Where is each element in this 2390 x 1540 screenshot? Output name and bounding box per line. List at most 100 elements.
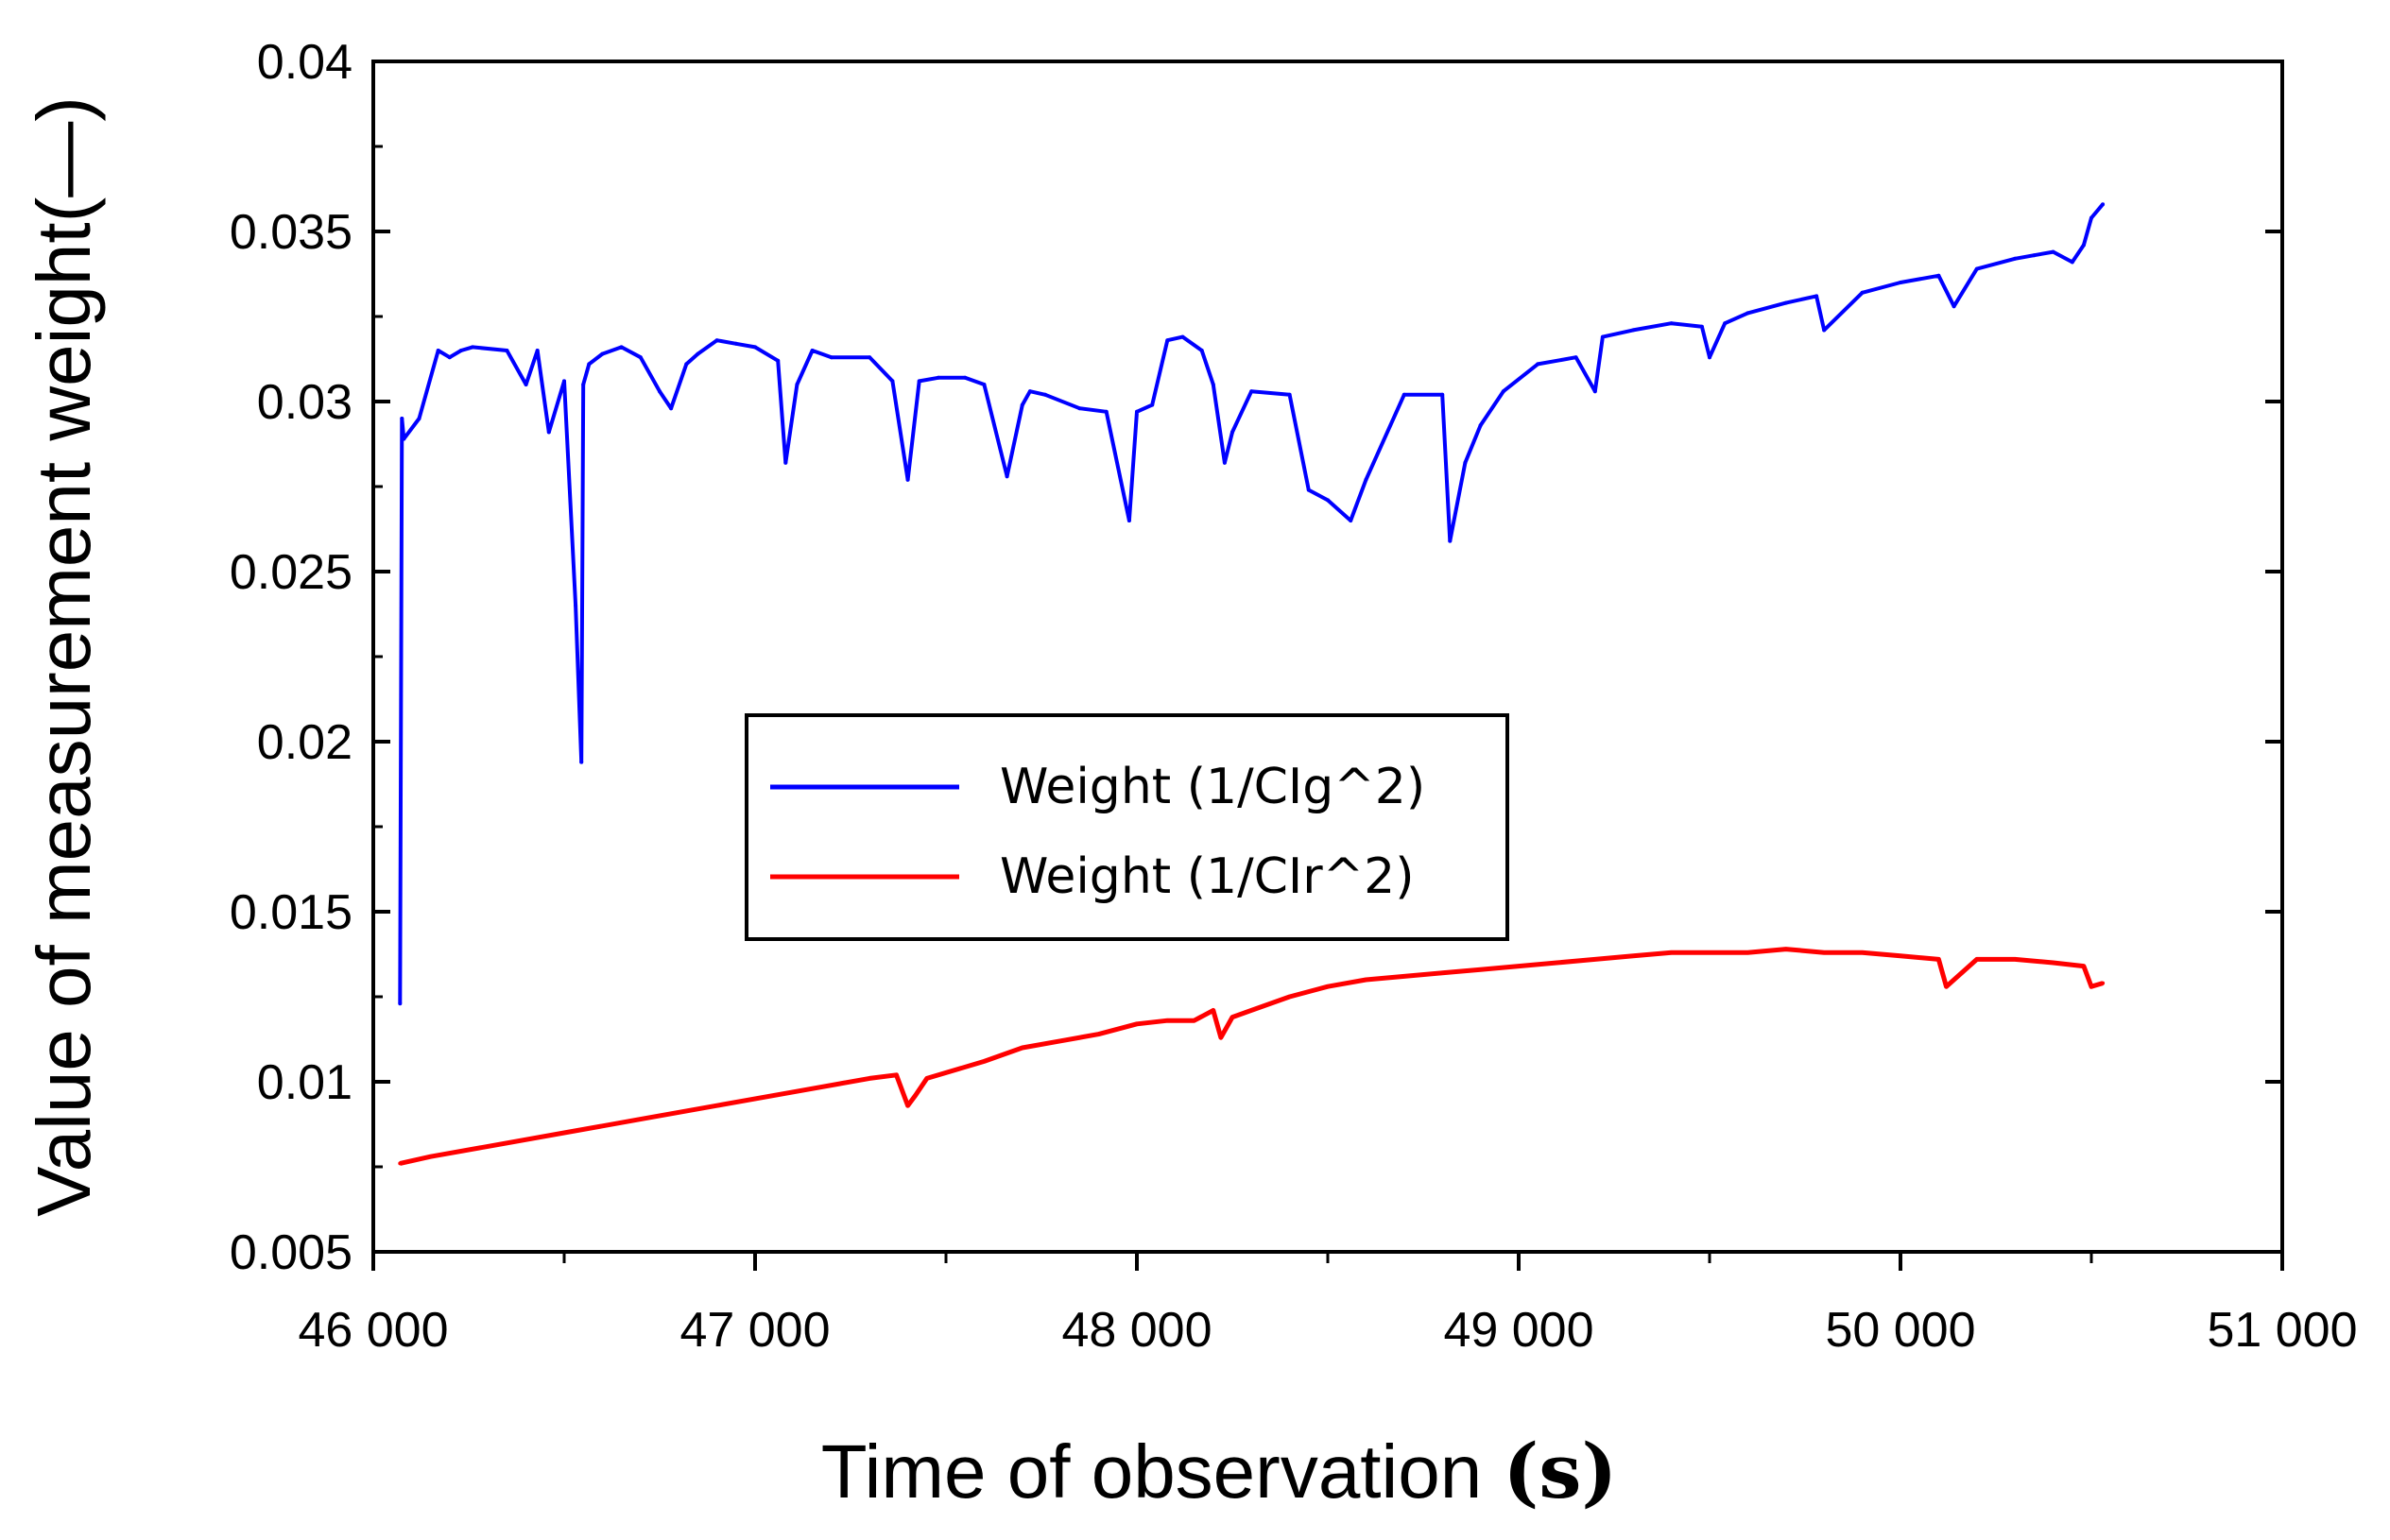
data-point-red <box>1936 957 1941 962</box>
data-point-blue <box>1899 281 1902 284</box>
data-point-red <box>398 1161 403 1166</box>
x-axis-title-unit: (s) <box>1504 1427 1618 1515</box>
data-point-blue <box>1349 519 1353 522</box>
data-point-blue <box>2013 256 2018 261</box>
data-point-blue <box>795 383 800 386</box>
x-axis: 46 000 47 000 48 000 49 000 50 000 51 000 <box>298 1252 2358 1358</box>
data-point-blue <box>1222 460 1227 465</box>
data-point-blue <box>1699 324 1704 329</box>
data-point-red <box>982 1059 987 1064</box>
data-point-blue <box>733 341 738 346</box>
data-point-blue <box>1631 328 1636 333</box>
data-point-red <box>428 1155 433 1159</box>
y-tick-label: 0.04 <box>257 35 352 90</box>
data-point-blue <box>400 417 404 420</box>
data-point-blue <box>458 349 463 352</box>
x-tick-label: 50 000 <box>1825 1303 1975 1358</box>
data-point-red <box>1249 1008 1254 1013</box>
data-point-red <box>1860 950 1865 955</box>
data-point-blue <box>1952 304 1956 309</box>
data-point-red <box>1592 957 1597 962</box>
data-point-blue <box>1723 321 1728 326</box>
data-point-red <box>1517 964 1521 968</box>
data-point-red <box>1440 970 1445 975</box>
data-point-red <box>1165 1018 1170 1023</box>
data-point-red <box>1096 1032 1101 1036</box>
data-point-blue <box>1936 273 1941 278</box>
legend-label-red: Weight (1/CIr^2) <box>1000 848 1415 905</box>
data-point-blue <box>1249 389 1254 394</box>
y-tick-label: 0.005 <box>230 1225 352 1280</box>
data-point-red <box>1364 978 1368 982</box>
data-point-blue <box>2032 253 2037 258</box>
y-tick-label: 0.03 <box>257 375 352 430</box>
data-point-red <box>2081 964 2086 968</box>
data-point-blue <box>436 349 440 352</box>
data-point-blue <box>917 379 921 384</box>
data-point-blue <box>776 358 781 363</box>
data-point-blue <box>982 383 987 386</box>
data-point-blue <box>2070 260 2074 265</box>
data-point-blue <box>829 355 834 360</box>
data-point-blue <box>535 349 540 352</box>
data-point-red <box>1218 1035 1223 1040</box>
data-point-blue <box>2089 215 2093 220</box>
data-point-red <box>562 1131 566 1135</box>
data-point-blue <box>579 760 584 764</box>
data-point-red <box>714 1104 719 1108</box>
data-point-red <box>913 1093 918 1098</box>
data-point-blue <box>1783 300 1788 305</box>
data-point-red <box>1401 974 1406 979</box>
data-point-blue <box>1401 392 1406 397</box>
data-point-blue <box>658 389 662 394</box>
data-point-blue <box>1478 423 1483 428</box>
data-point-red <box>1745 950 1750 955</box>
data-point-red <box>2101 981 2106 985</box>
data-point-blue <box>2101 202 2106 207</box>
x-axis-title: Time of observation (s) <box>821 1427 1618 1515</box>
data-point-blue <box>1448 539 1453 543</box>
data-point-blue <box>1669 321 1674 326</box>
data-point-blue <box>1104 409 1109 414</box>
data-point-red <box>1326 984 1330 989</box>
data-point-blue <box>417 417 421 420</box>
y-tick-label: 0.035 <box>230 205 352 260</box>
legend: Weight (1/CIg^2) Weight (1/CIr^2) <box>745 713 1509 941</box>
legend-label-blue: Weight (1/CIg^2) <box>1000 759 1425 815</box>
data-point-blue <box>546 430 551 435</box>
data-point-red <box>894 1072 899 1077</box>
data-point-red <box>1020 1046 1024 1050</box>
data-point-blue <box>619 345 624 350</box>
data-point-blue <box>936 375 940 380</box>
data-point-blue <box>1822 328 1827 333</box>
data-point-blue <box>2081 243 2086 248</box>
data-point-blue <box>1501 389 1505 394</box>
data-point-blue <box>398 1001 403 1006</box>
data-point-blue <box>1180 334 1185 339</box>
data-point-red <box>1135 1021 1139 1026</box>
data-point-red <box>2089 984 2093 989</box>
data-point-red <box>1974 957 1979 962</box>
data-point-blue <box>753 345 757 350</box>
data-point-blue <box>1005 474 1009 479</box>
data-point-red <box>1669 950 1674 955</box>
data-point-blue <box>810 349 815 352</box>
y-tick-label: 0.025 <box>230 545 352 600</box>
data-point-blue <box>1287 392 1292 397</box>
legend-box <box>745 713 1509 941</box>
x-tick-label: 47 000 <box>679 1303 830 1358</box>
data-point-blue <box>905 477 910 482</box>
data-point-blue <box>402 436 406 441</box>
data-point-blue <box>638 355 643 360</box>
data-point-blue <box>1126 519 1131 522</box>
data-point-blue <box>1165 338 1170 343</box>
data-point-blue <box>1135 409 1139 414</box>
data-point-red <box>486 1144 490 1149</box>
data-point-blue <box>890 379 895 384</box>
data-point-red <box>868 1076 872 1081</box>
data-point-red <box>791 1089 796 1094</box>
data-point-blue <box>587 362 592 367</box>
data-point-blue <box>1150 402 1155 407</box>
x-tick-label: 49 000 <box>1443 1303 1593 1358</box>
